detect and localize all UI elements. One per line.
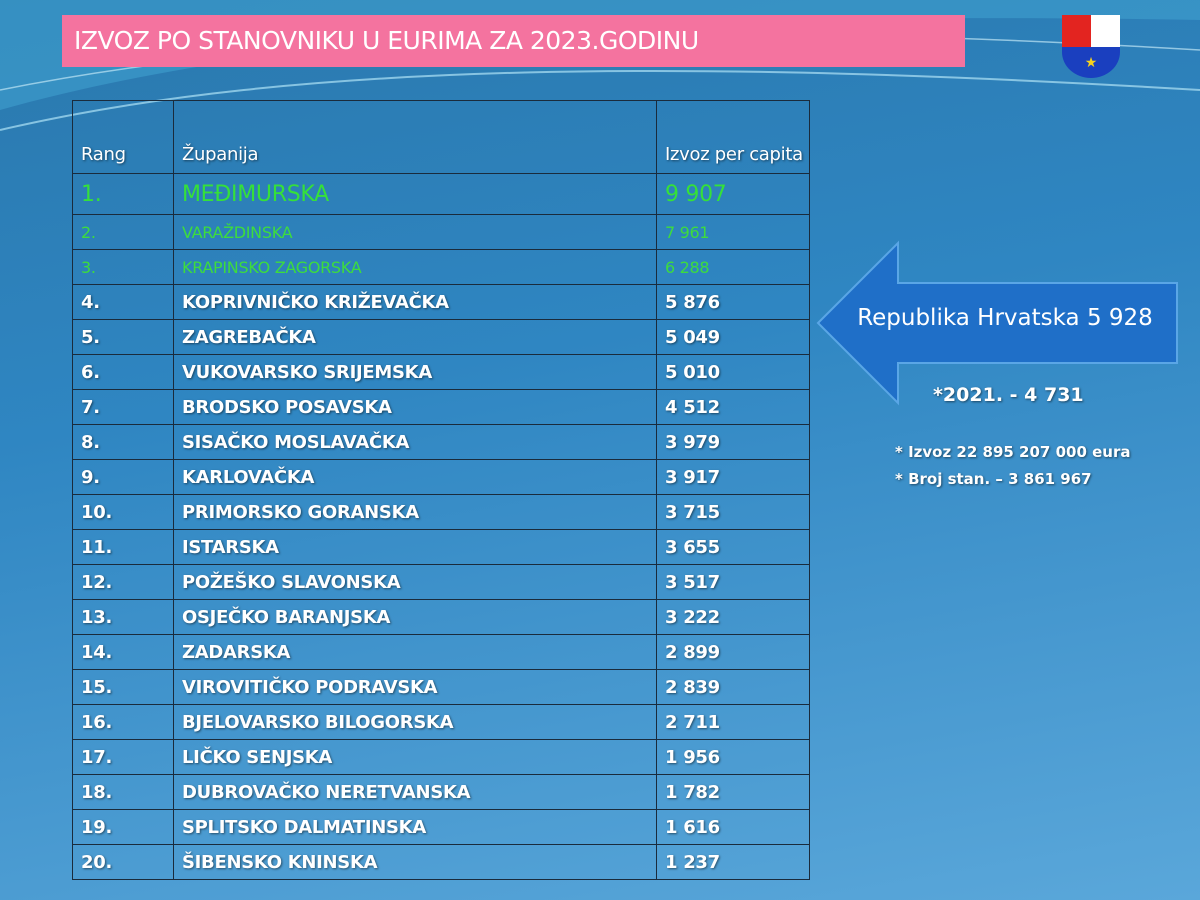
header-row: Rang Županija Izvoz per capita xyxy=(72,100,810,174)
header-cell: Izvoz per capita xyxy=(656,100,810,174)
export-per-capita-cell: 7 961 xyxy=(656,214,810,250)
export-per-capita-cell: 1 616 xyxy=(656,809,810,845)
export-per-capita-cell: 2 899 xyxy=(656,634,810,670)
export-per-capita-cell: 2 711 xyxy=(656,704,810,740)
rank-cell: 5. xyxy=(72,319,174,355)
note: *2021. - 4 731 xyxy=(933,384,1084,406)
rank-cell: 2. xyxy=(72,214,174,250)
rank-cell: 9. xyxy=(72,459,174,495)
arrow xyxy=(816,240,1178,406)
export-per-capita-cell: 5 049 xyxy=(656,319,810,355)
export-per-capita-cell: 2 839 xyxy=(656,669,810,705)
table-row: 8. SISAČKO MOSLAVAČKA 3 979 xyxy=(72,424,810,460)
rank-cell: 6. xyxy=(72,354,174,390)
county-cell: ŠIBENSKO KNINSKA xyxy=(173,844,657,880)
table-row: 18. DUBROVAČKO NERETVANSKA 1 782 xyxy=(72,774,810,810)
county-cell: OSJEČKO BARANJSKA xyxy=(173,599,657,635)
rank-cell: 20. xyxy=(72,844,174,880)
export-per-capita-cell: 4 512 xyxy=(656,389,810,425)
table-row: 13. OSJEČKO BARANJSKA 3 222 xyxy=(72,599,810,635)
rank-cell: 10. xyxy=(72,494,174,530)
rank-cell: 17. xyxy=(72,739,174,775)
note: * Izvoz 22 895 207 000 eura xyxy=(895,443,1131,461)
export-per-capita-cell: 9 907 xyxy=(656,173,810,215)
table-row: 7. BRODSKO POSAVSKA 4 512 xyxy=(72,389,810,425)
header-cell: Rang xyxy=(72,100,174,174)
table-row: 15. VIROVITIČKO PODRAVSKA 2 839 xyxy=(72,669,810,705)
export-per-capita-cell: 3 655 xyxy=(656,529,810,565)
table-row: 16. BJELOVARSKO BILOGORSKA 2 711 xyxy=(72,704,810,740)
table-row: 17. LIČKO SENJSKA 1 956 xyxy=(72,739,810,775)
table-row: 10. PRIMORSKO GORANSKA 3 715 xyxy=(72,494,810,530)
county-cell: SISAČKO MOSLAVAČKA xyxy=(173,424,657,460)
rank-cell: 16. xyxy=(72,704,174,740)
county-cell: MEĐIMURSKA xyxy=(173,173,657,215)
county-cell: PRIMORSKO GORANSKA xyxy=(173,494,657,530)
county-cell: VARAŽDINSKA xyxy=(173,214,657,250)
table-row: 5. ZAGREBAČKA 5 049 xyxy=(72,319,810,355)
county-cell: SPLITSKO DALMATINSKA xyxy=(173,809,657,845)
county-cell: ZADARSKA xyxy=(173,634,657,670)
arrow-label: Republika Hrvatska 5 928 xyxy=(857,305,1153,331)
table-row: 6. VUKOVARSKO SRIJEMSKA 5 010 xyxy=(72,354,810,390)
county-cell: KARLOVAČKA xyxy=(173,459,657,495)
county-cell: POŽEŠKO SLAVONSKA xyxy=(173,564,657,600)
export-per-capita-cell: 1 956 xyxy=(656,739,810,775)
rank-cell: 12. xyxy=(72,564,174,600)
export-per-capita-cell: 3 917 xyxy=(656,459,810,495)
table-row: 4. KOPRIVNIČKO KRIŽEVAČKA 5 876 xyxy=(72,284,810,320)
rank-cell: 7. xyxy=(72,389,174,425)
county-cell: BRODSKO POSAVSKA xyxy=(173,389,657,425)
export-per-capita-cell: 1 237 xyxy=(656,844,810,880)
export-per-capita-cell: 6 288 xyxy=(656,249,810,285)
export-per-capita-cell: 5 010 xyxy=(656,354,810,390)
table-row: 14. ZADARSKA 2 899 xyxy=(72,634,810,670)
rank-cell: 4. xyxy=(72,284,174,320)
table-row: 19. SPLITSKO DALMATINSKA 1 616 xyxy=(72,809,810,845)
table-row: 2. VARAŽDINSKA 7 961 xyxy=(72,214,810,250)
county-cell: VUKOVARSKO SRIJEMSKA xyxy=(173,354,657,390)
logo: ★ xyxy=(1062,15,1120,78)
export-per-capita-cell: 3 979 xyxy=(656,424,810,460)
rank-cell: 19. xyxy=(72,809,174,845)
rank-cell: 3. xyxy=(72,249,174,285)
title: IZVOZ PO STANOVNIKU U EURIMA ZA 2023.GOD… xyxy=(62,15,965,67)
rank-cell: 15. xyxy=(72,669,174,705)
header-cell: Županija xyxy=(173,100,657,174)
county-cell: BJELOVARSKO BILOGORSKA xyxy=(173,704,657,740)
county-cell: ISTARSKA xyxy=(173,529,657,565)
table-row: 1. MEĐIMURSKA 9 907 xyxy=(72,173,810,215)
county-cell: KRAPINSKO ZAGORSKA xyxy=(173,249,657,285)
table-row: 12. POŽEŠKO SLAVONSKA 3 517 xyxy=(72,564,810,600)
rank-cell: 14. xyxy=(72,634,174,670)
export-per-capita-cell: 3 222 xyxy=(656,599,810,635)
rank-cell: 8. xyxy=(72,424,174,460)
export-per-capita-cell: 3 517 xyxy=(656,564,810,600)
export-per-capita-cell: 5 876 xyxy=(656,284,810,320)
county-cell: LIČKO SENJSKA xyxy=(173,739,657,775)
table-row: 20. ŠIBENSKO KNINSKA 1 237 xyxy=(72,844,810,880)
rank-cell: 1. xyxy=(72,173,174,215)
rank-cell: 18. xyxy=(72,774,174,810)
export-per-capita-cell: 3 715 xyxy=(656,494,810,530)
county-cell: KOPRIVNIČKO KRIŽEVAČKA xyxy=(173,284,657,320)
note: * Broj stan. – 3 861 967 xyxy=(895,470,1092,488)
county-cell: ZAGREBAČKA xyxy=(173,319,657,355)
table-row: 3. KRAPINSKO ZAGORSKA 6 288 xyxy=(72,249,810,285)
table-row: 9. KARLOVAČKA 3 917 xyxy=(72,459,810,495)
export-per-capita-cell: 1 782 xyxy=(656,774,810,810)
rank-cell: 11. xyxy=(72,529,174,565)
svg-text:★: ★ xyxy=(1085,55,1098,71)
table-row: 11. ISTARSKA 3 655 xyxy=(72,529,810,565)
rank-cell: 13. xyxy=(72,599,174,635)
county-cell: VIROVITIČKO PODRAVSKA xyxy=(173,669,657,705)
table: Rang Županija Izvoz per capita 1. MEĐIMURSKA… xyxy=(72,100,810,880)
county-cell: DUBROVAČKO NERETVANSKA xyxy=(173,774,657,810)
